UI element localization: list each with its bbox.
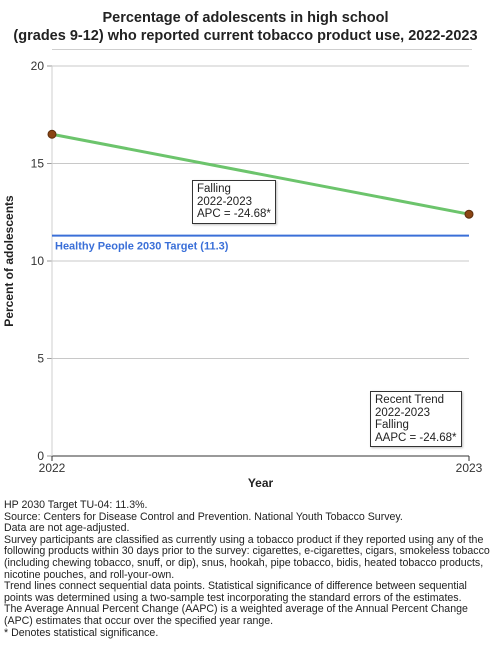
data-point	[464, 209, 474, 219]
x-tick-label: 2023	[456, 461, 483, 475]
recent-trend-annotation: Recent Trend 2022-2023 Falling AAPC = -2…	[370, 391, 462, 447]
y-tick-label: 0	[37, 449, 44, 463]
annotation-line: APC = -24.68*	[197, 208, 271, 220]
chart-title: Percentage of adolescents in high school…	[0, 9, 491, 45]
footnote: Trend lines connect sequential data poin…	[4, 580, 467, 604]
segment-annotation: Falling 2022-2023 APC = -24.68*	[192, 180, 276, 224]
footnote: Survey participants are classified as cu…	[4, 533, 490, 581]
chart-title-line-2: (grades 9-12) who reported current tobac…	[13, 28, 478, 44]
data-point	[47, 129, 57, 139]
grid-lines	[52, 65, 469, 359]
series-group	[47, 129, 474, 219]
y-tick-label: 15	[31, 157, 45, 171]
y-tick-label: 20	[31, 59, 45, 73]
footnote: * Denotes statistical significance.	[4, 626, 159, 639]
x-axis-ticks: 2022 2023	[39, 456, 483, 475]
line-chart: 0 5 10 15 20 2022 2023 Healthy People 2030 Ta…	[2, 59, 483, 490]
annotation-line: Recent Trend	[375, 394, 445, 406]
target-label: Healthy People 2030 Target (11.3)	[55, 241, 229, 253]
chart-title-line-1: Percentage of adolescents in high school	[102, 10, 389, 26]
x-tick-label: 2022	[39, 461, 66, 475]
footnote: Data are not age-adjusted.	[4, 522, 130, 535]
annotation-line: 2022-2023	[375, 406, 430, 419]
footnote: The Average Annual Percent Change (AAPC)…	[4, 603, 468, 627]
series-line	[51, 132, 470, 216]
annotation-line: 2022-2023	[197, 195, 252, 208]
footnote: HP 2030 Target TU-04: 11.3%.	[4, 499, 148, 511]
annotation-line: AAPC = -24.68*	[375, 431, 457, 444]
footnotes: HP 2030 Target TU-04: 11.3%. Source: Cen…	[4, 499, 490, 639]
footnote: Source: Centers for Disease Control and …	[4, 510, 403, 523]
x-axis-label: Year	[248, 476, 274, 490]
annotation-line: Falling	[197, 183, 231, 195]
y-axis-ticks: 0 5 10 15 20	[31, 59, 52, 463]
y-tick-label: 5	[37, 352, 44, 366]
annotation-line: Falling	[375, 419, 409, 431]
y-tick-label: 10	[31, 254, 45, 268]
y-axis-label: Percent of adolescents	[2, 195, 16, 327]
title-divider	[52, 49, 472, 50]
